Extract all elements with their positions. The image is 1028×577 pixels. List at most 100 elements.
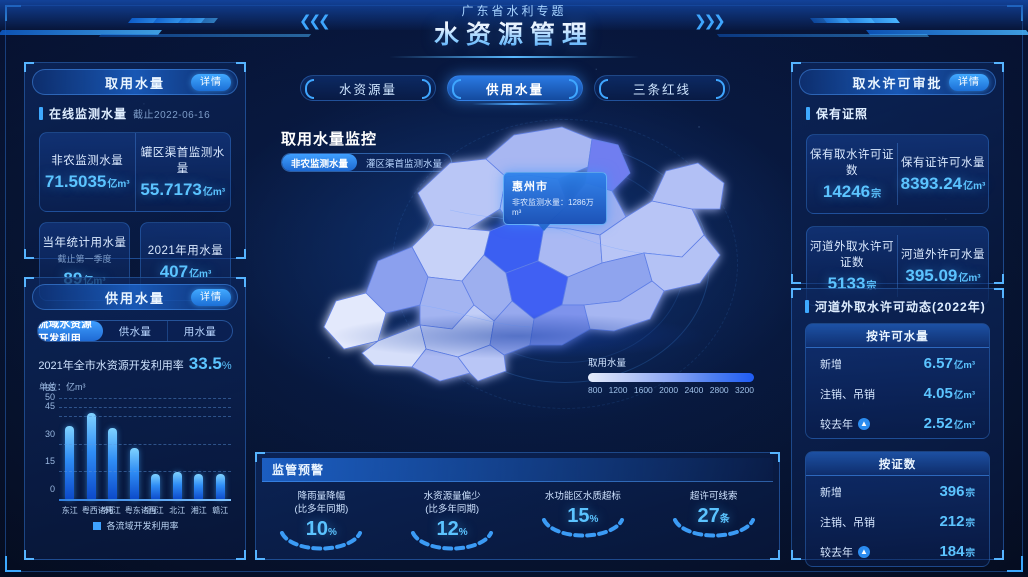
development-rate-value: 33.5	[188, 354, 222, 373]
section-online-monitoring: 在线监测水量 截止2022-06-16	[39, 105, 245, 122]
page-header: ❮❮❮ ❯❯❯ 广东省水利专题 水资源管理	[0, 0, 1028, 62]
stat-label: 保有证许可水量	[901, 157, 985, 169]
warning-item-value: 15%	[567, 505, 599, 527]
chart-x-tick: 北江	[169, 506, 186, 515]
chart-gridline	[59, 443, 231, 445]
chart-x-labels: 东江 粤西诸河 韩江 粤东诸河 西江 北江 湘江 赣江	[59, 505, 231, 516]
stat-label: 非农监测水量	[51, 155, 124, 167]
stat-outside-channel-permit-volume: 河道外许可水量 395.09亿m³	[897, 235, 988, 297]
page-title: 水资源管理	[349, 20, 679, 50]
warning-item[interactable]: 超许可线索 27条	[648, 490, 779, 553]
map-legend-ticks: 800 1200 1600 2000 2400 2800 3200	[588, 385, 754, 395]
chart-plot-area: 0 15 30 45 50 55	[45, 383, 231, 500]
stat-label: 罐区渠首监测水量	[140, 147, 225, 175]
warning-item[interactable]: 水资源量偏少 (比多年同期) 12%	[387, 490, 518, 553]
stat-sub: 截止第一季度	[57, 254, 112, 264]
bracket-right-icon	[422, 79, 431, 99]
chart-bar-column[interactable]	[103, 395, 122, 500]
toggle-nonagri-monitored[interactable]: 非农监测水量	[282, 154, 358, 171]
section-held-certificates: 保有证照	[806, 105, 1003, 122]
header-wing-right	[698, 4, 1028, 44]
header-wing-left	[0, 4, 330, 44]
chart-bar-column[interactable]	[125, 395, 144, 500]
chart-y-tick: 30	[44, 428, 55, 439]
chart-bar[interactable]	[194, 474, 204, 500]
detail-button-supply-usage[interactable]: 详情	[191, 289, 231, 306]
kv-row: 注销、吊销 4.05亿m³	[806, 378, 989, 408]
kv-key: 注销、吊销	[820, 388, 875, 401]
kv-unit: 亿m³	[953, 360, 975, 371]
legend-label: 各流域开发利用率	[106, 521, 179, 531]
tab-three-red-lines[interactable]: 三条红线	[594, 75, 730, 101]
stat-number: 71.5035	[44, 172, 107, 191]
tab-basin-development[interactable]: 流域水资源开发利用	[38, 321, 103, 341]
chart-bar[interactable]	[108, 428, 118, 500]
chart-bar-column[interactable]	[211, 395, 230, 500]
chart-bar-column[interactable]	[189, 395, 208, 500]
section-label: 在线监测水量	[49, 107, 128, 121]
stat-held-permit-volume: 保有证许可水量 8393.24亿m³	[897, 143, 988, 205]
chart-bar-column[interactable]	[82, 395, 101, 500]
stat-2021-usage: 2021年用水量 407亿m³	[141, 231, 230, 293]
chart-bar-column[interactable]	[146, 395, 165, 500]
legend-tick: 2800	[709, 385, 729, 395]
chart-bar[interactable]	[129, 448, 139, 500]
chevron-left-icon: ❮❮❮	[299, 13, 331, 30]
stat-label: 2021年用水量	[147, 244, 224, 257]
chart-gridline	[59, 471, 231, 473]
warning-panel-title: 监管预警	[272, 463, 325, 477]
warning-item[interactable]: 降雨量降幅 (比多年同期) 10%	[256, 490, 387, 553]
chart-bar[interactable]	[86, 413, 96, 500]
kv-unit: 亿m³	[953, 420, 975, 431]
tab-usage-volume[interactable]: 用水量	[183, 325, 217, 338]
chart-bar[interactable]	[215, 474, 225, 500]
warning-item[interactable]: 水功能区水质超标 15%	[518, 490, 649, 553]
warning-item-label: 超许可线索	[689, 491, 738, 502]
chart-x-tick: 东江	[61, 506, 78, 515]
guangdong-map[interactable]	[300, 105, 740, 409]
card-by-certificate-count: 按证数 新增 396宗 注销、吊销 212宗 较去年 ▲ 184宗	[805, 451, 990, 567]
chart-bar-column[interactable]	[60, 395, 79, 500]
stat-label: 河道外取水许可证数	[810, 241, 894, 269]
tooltip-city-name: 惠州市	[512, 181, 548, 193]
panel-corner-bl	[255, 550, 265, 560]
legend-tick: 1200	[608, 385, 628, 395]
chart-y-tick: 45	[44, 401, 55, 412]
chevron-right-icon: ❯❯❯	[694, 13, 726, 30]
tab-supply-volume[interactable]: 供水量	[103, 321, 168, 341]
kv-value: 212宗	[939, 513, 975, 530]
legend-tick: 2400	[684, 385, 704, 395]
chart-bar[interactable]	[151, 474, 161, 500]
detail-button-water-usage[interactable]: 详情	[191, 74, 231, 91]
warning-item-value: 12%	[436, 518, 468, 540]
arrow-up-icon: ▲	[858, 417, 870, 430]
tab-label: 三条红线	[632, 82, 691, 97]
chart-gridline	[59, 406, 231, 408]
kv-value: 6.57亿m³	[923, 355, 975, 372]
tooltip-metric-value: 1286万m³	[512, 198, 594, 217]
panel-corner-tl	[791, 288, 801, 298]
chart-bar[interactable]	[172, 472, 182, 500]
stat-nonagri-monitored: 非农监测水量 71.5035亿m³	[40, 141, 135, 203]
chart-bar-column[interactable]	[168, 395, 187, 500]
chart-x-tick: 粤西诸河	[81, 506, 114, 515]
stat-unit: 亿m³	[202, 187, 226, 198]
tab-water-resource-volume[interactable]: 水资源量	[300, 75, 436, 101]
kv-row: 新增 6.57亿m³	[806, 348, 989, 378]
section-permit-dynamics: 河道外取水许可动态(2022年)	[805, 298, 1003, 315]
detail-button-permit[interactable]: 详情	[949, 74, 989, 91]
panel-corner-br	[770, 550, 780, 560]
stat-number: 14246	[822, 182, 871, 201]
chart-y-tick: 0	[49, 484, 55, 494]
kv-key: 新增	[820, 486, 842, 499]
tab-supply-usage-volume[interactable]: 供用水量	[447, 75, 583, 105]
warning-item-arc-icon	[540, 518, 626, 540]
kv-value: 4.05亿m³	[923, 385, 975, 402]
chart-bar[interactable]	[65, 426, 75, 500]
toggle-canal-head-monitored[interactable]: 灌区渠首监测水量	[366, 158, 443, 170]
panel-corner-bl	[24, 550, 34, 560]
kv-row: 注销、吊销 212宗	[806, 506, 989, 536]
warning-item-arc-icon	[409, 531, 495, 553]
stat-value: 395.09亿m³	[900, 266, 986, 286]
basin-development-chart: 单位：亿m³ 0 15 30 45 50 55 东江 粤西诸河 韩江 粤东诸河 西江 北江 湘江 赣江 …	[33, 380, 239, 531]
